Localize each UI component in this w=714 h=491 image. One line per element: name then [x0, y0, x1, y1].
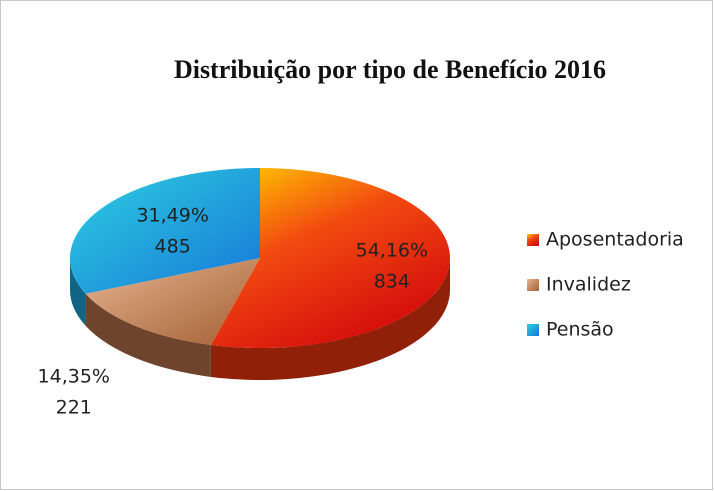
legend-swatch — [527, 279, 539, 291]
data-label: 54,16% — [356, 240, 428, 262]
slice — [85, 258, 260, 345]
slice-side — [210, 258, 450, 380]
slice-side — [85, 293, 211, 377]
data-label-count: 221 — [56, 397, 92, 419]
data-label-count: 485 — [155, 235, 191, 257]
legend-swatch — [527, 234, 539, 246]
legend-label: Invalidez — [546, 274, 631, 296]
legend-label: Pensão — [546, 319, 614, 341]
slice-side — [70, 258, 86, 326]
chart-title: Distribuição por tipo de Benefício 2016 — [174, 55, 606, 84]
data-label: 31,49% — [136, 204, 208, 226]
legend-label: Aposentadoria — [546, 229, 684, 251]
slice — [69, 168, 260, 294]
slice — [210, 168, 450, 348]
data-label: 14,35% — [38, 366, 110, 388]
legend-swatch — [527, 324, 539, 336]
data-label-count: 834 — [374, 271, 410, 293]
